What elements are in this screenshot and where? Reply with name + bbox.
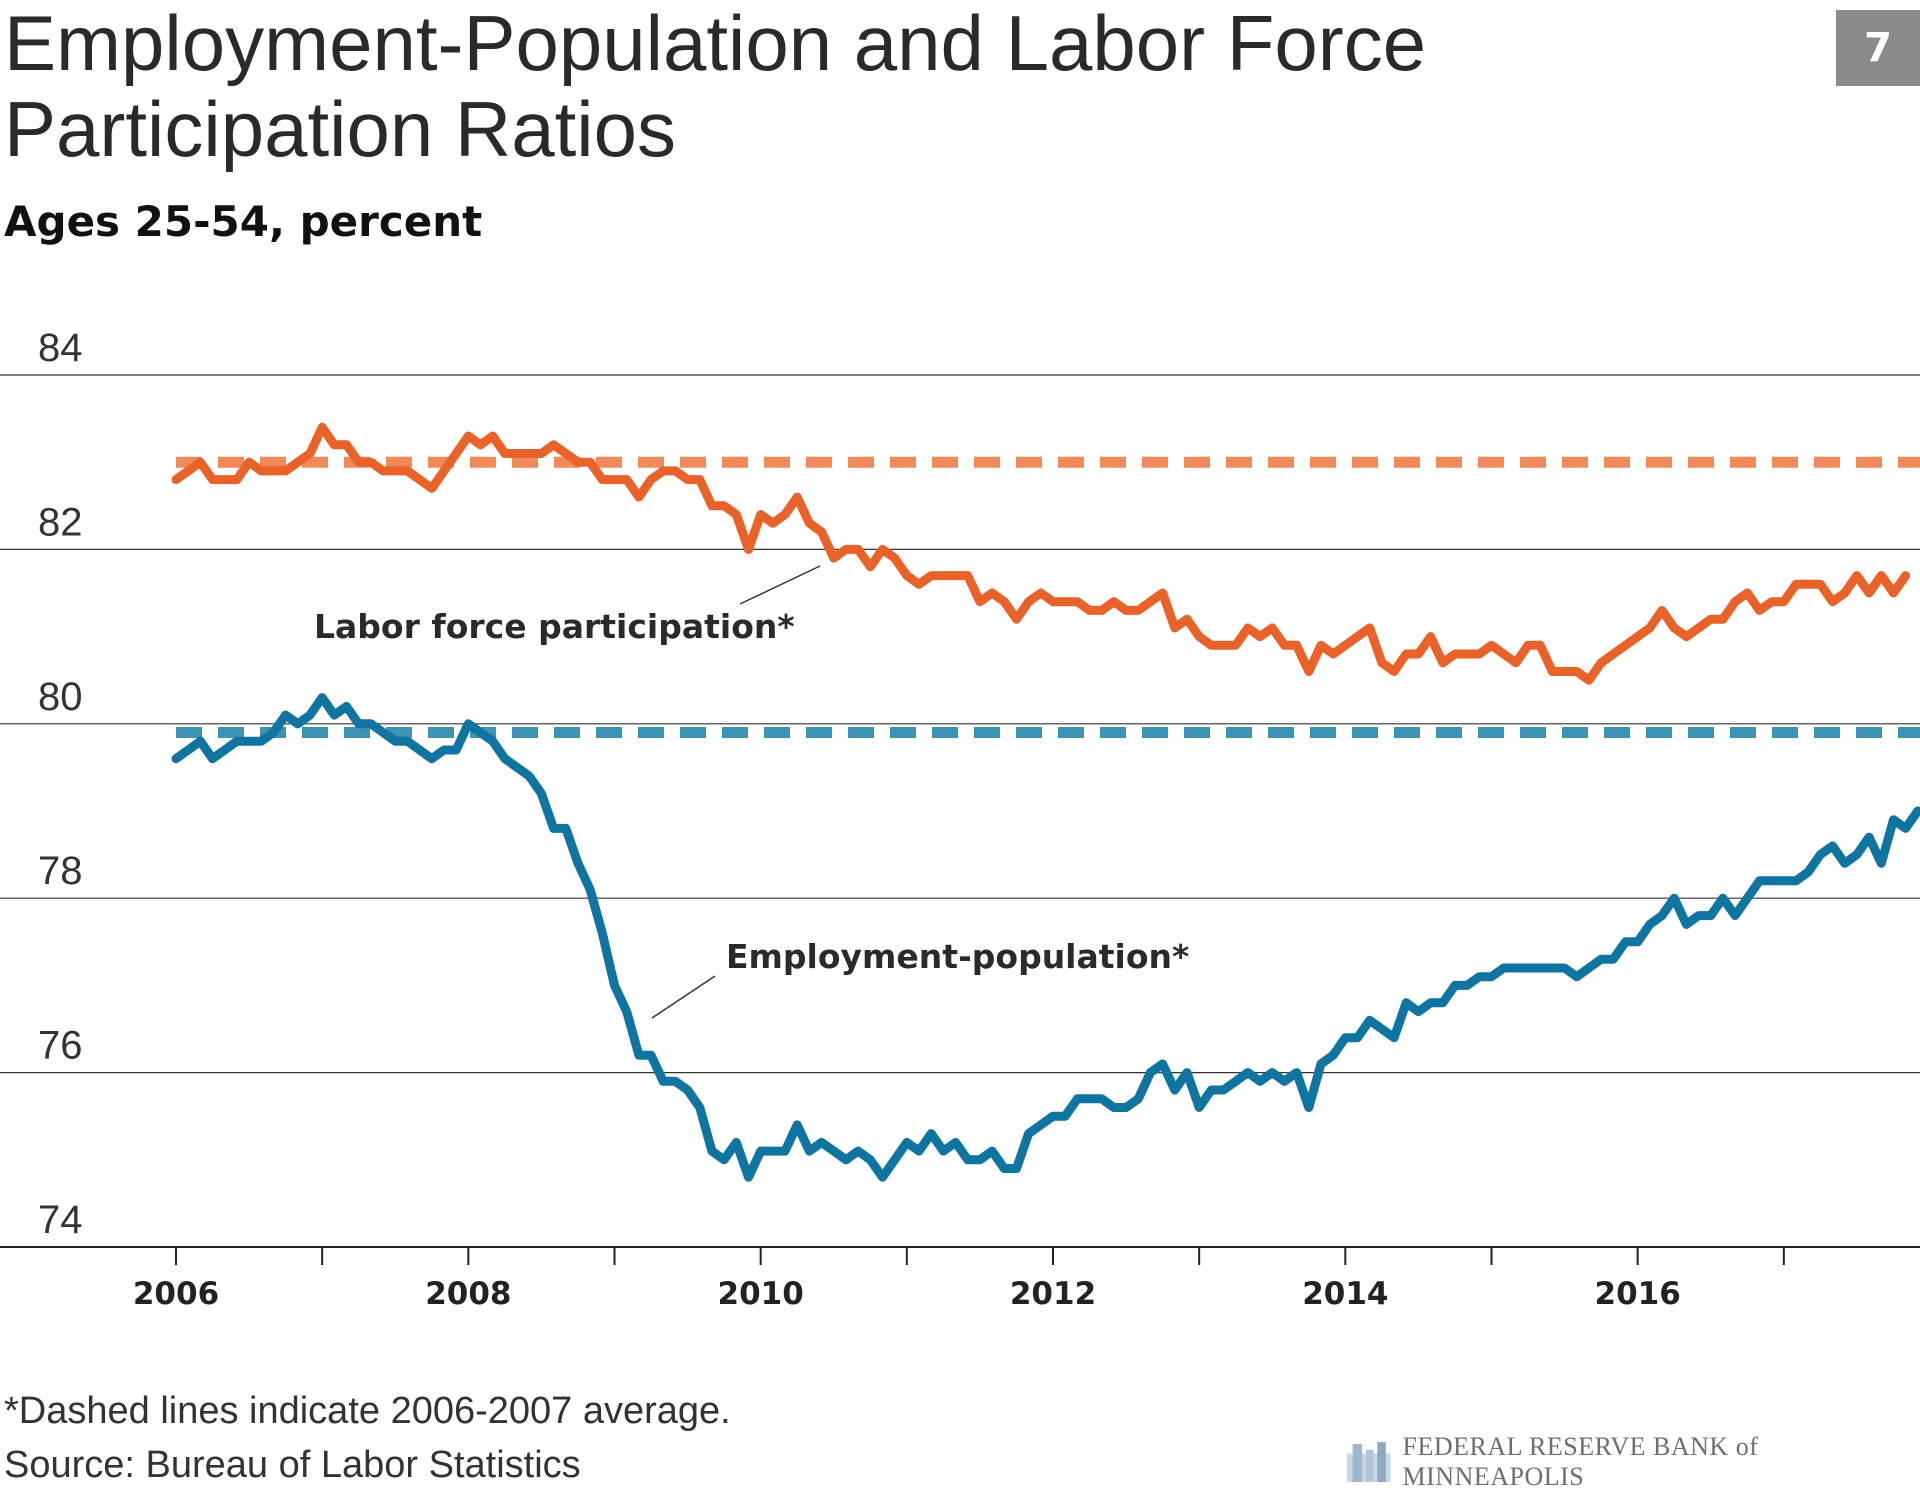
y-axis-ticks: 74 76 78 80 82 84 (38, 326, 83, 1242)
footnote-dashed-lines: *Dashed lines indicate 2006-2007 average… (4, 1390, 731, 1432)
annotation-employment-population: Employment-population* (726, 937, 1189, 976)
logo-text: FEDERAL RESERVE BANK of MINNEAPOLIS (1402, 1432, 1759, 1491)
y-tick-label-84: 84 (38, 326, 83, 370)
x-tick-label-2010: 2010 (718, 1276, 804, 1312)
x-tick-label-2012: 2012 (1010, 1276, 1096, 1312)
series-line-labor-force-participation (171, 422, 1911, 685)
chart-number-badge: 7 (1836, 10, 1920, 86)
footnote-source: Source: Bureau of Labor Statistics (4, 1444, 581, 1486)
annotation-leader-epop (651, 975, 716, 1019)
annotation-leader-lfpr (739, 565, 821, 605)
x-tick-label-2014: 2014 (1302, 1276, 1388, 1312)
page-title: Employment-Population and Labor Force Pa… (4, 0, 1427, 173)
y-tick-label-78: 78 (38, 849, 83, 893)
building-icon (1346, 1442, 1391, 1482)
annotation-labor-force-participation: Labor force participation* (314, 607, 795, 646)
y-tick-label-80: 80 (38, 675, 83, 719)
x-tick-label-2008: 2008 (425, 1276, 511, 1312)
x-tick-label-2016: 2016 (1595, 1276, 1681, 1312)
grid-layer (0, 374, 1920, 1074)
average-lines (176, 456, 1920, 739)
y-tick-label-76: 76 (38, 1024, 83, 1068)
chart-subtitle: Ages 25-54, percent (4, 197, 483, 246)
fed-logo: FEDERAL RESERVE BANK of MINNEAPOLIS (1345, 1432, 1920, 1492)
y-tick-label-82: 82 (38, 500, 83, 544)
series-line-employment-population (171, 693, 1920, 1182)
series-layer (171, 422, 1920, 1182)
x-tick-label-2006: 2006 (133, 1276, 219, 1312)
annotations: Labor force participation* Employment-pop… (314, 565, 1189, 1019)
x-axis: 2006 2008 2010 2012 2014 2016 (0, 1246, 1920, 1312)
y-tick-label-74: 74 (38, 1198, 83, 1242)
